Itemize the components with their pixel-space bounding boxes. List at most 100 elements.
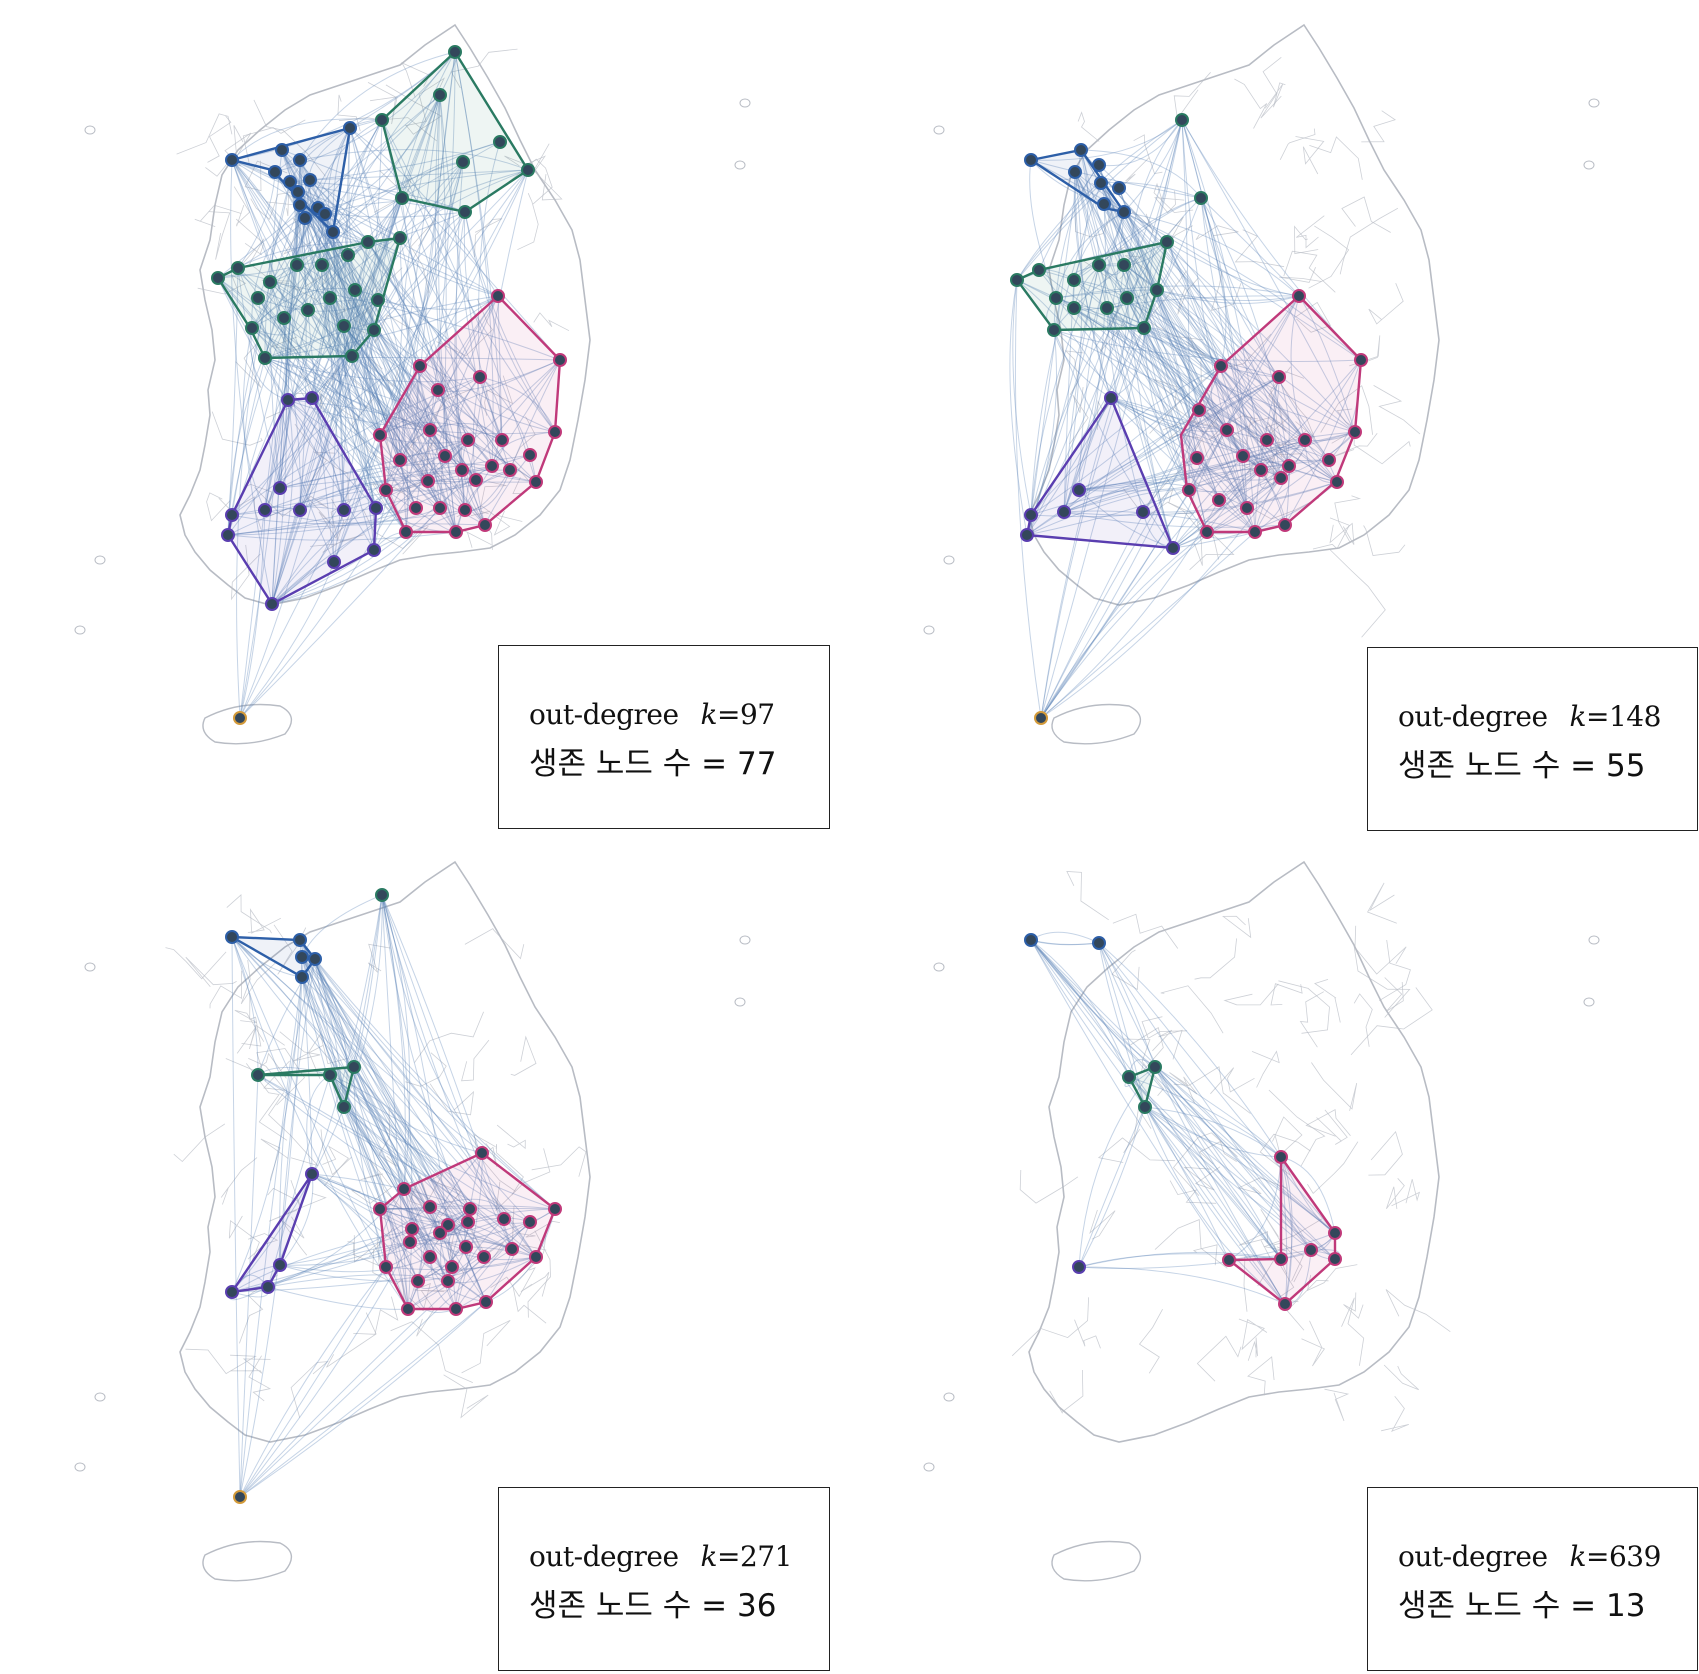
district-boundary [1305, 1109, 1351, 1137]
network-node [479, 1295, 493, 1309]
flow-edge [381, 119, 537, 483]
network-node [1097, 197, 1111, 211]
flow-edge [1078, 455, 1244, 491]
district-boundary [1223, 983, 1279, 1006]
flow-edge [267, 1274, 449, 1288]
flow-edge [1154, 1066, 1312, 1251]
district-boundary [1299, 991, 1324, 1048]
district-boundary [1119, 255, 1149, 300]
flow-edge [1040, 531, 1256, 719]
flow-edge [264, 295, 499, 359]
flow-edge [333, 161, 464, 563]
network-node [1274, 471, 1288, 485]
flow-edge [271, 94, 441, 605]
flow-edge [264, 181, 291, 359]
flow-edge [351, 197, 403, 357]
cluster-gangwon [375, 45, 535, 219]
flow-edge [324, 213, 401, 461]
district-boundary [1329, 522, 1355, 545]
flow-edge [1030, 159, 1362, 361]
flow-edge [1181, 119, 1262, 471]
network-node [273, 1258, 287, 1272]
network-node [393, 231, 407, 245]
flow-edge [227, 317, 285, 536]
network-node [347, 1060, 361, 1074]
district-boundary [165, 947, 227, 980]
cluster-seoul [1024, 143, 1131, 219]
flow-edge [231, 159, 353, 357]
district-boundary [1222, 915, 1252, 939]
flow-edge [373, 329, 556, 433]
network-node [221, 528, 235, 542]
flow-edge [1144, 1106, 1286, 1305]
metric-label: out-degree [1398, 700, 1548, 733]
flow-edge [1040, 465, 1290, 719]
flow-edge [271, 169, 529, 605]
district-boundary [1091, 157, 1150, 197]
panel-k271: out-degree k=271 생존 노드 수 = 36 [0, 837, 849, 1674]
flow-edge [472, 376, 486, 526]
flow-edge [264, 357, 345, 511]
flow-edge [1103, 203, 1262, 471]
network-node [1354, 353, 1368, 367]
flow-edge [1156, 289, 1282, 479]
district-boundary [228, 1215, 260, 1262]
flow-edge [257, 181, 291, 299]
cluster-yeongnam [1222, 1150, 1342, 1311]
flow-edge [1030, 939, 1286, 1305]
flow-edge [301, 956, 419, 1282]
network-node [441, 1218, 455, 1232]
flow-edge [264, 207, 319, 359]
flow-edge [283, 204, 301, 319]
network-node [369, 501, 383, 515]
district-boundary [360, 1173, 403, 1210]
flow-edge [1200, 197, 1290, 467]
flow-edge [1030, 939, 1312, 1251]
network-node [273, 481, 287, 495]
district-boundary [1363, 525, 1406, 556]
district-boundary [225, 1052, 287, 1079]
flow-edge [257, 1074, 469, 1223]
flow-edge [257, 297, 313, 399]
flow-edge [439, 94, 493, 467]
district-boundary [1296, 215, 1325, 249]
flow-edge [349, 127, 429, 482]
flow-edge [1110, 397, 1338, 483]
district-boundary [1237, 1177, 1288, 1195]
district-boundary [405, 77, 445, 127]
cluster-chungcheong [1122, 1060, 1162, 1114]
cluster-honam [221, 391, 383, 611]
flow-edge [299, 479, 429, 511]
district-boundary [185, 956, 237, 987]
flow-edge [239, 289, 356, 719]
cluster-yeongnam [373, 1146, 562, 1316]
flow-edge [1009, 279, 1028, 536]
flow-edge [279, 197, 403, 489]
network-node [1138, 1100, 1152, 1114]
district-boundary [1210, 1067, 1255, 1095]
flow-edge [1154, 1066, 1312, 1251]
network-node [461, 1215, 475, 1229]
flow-edge [314, 958, 409, 1310]
flow-edge [301, 976, 409, 1310]
metric-label: out-degree [1398, 1540, 1548, 1573]
flow-edge [454, 51, 494, 467]
flow-edge [347, 254, 466, 511]
network-node [449, 1302, 463, 1316]
flow-edge [1142, 481, 1338, 513]
island [94, 1392, 106, 1402]
district-boundary [1313, 979, 1341, 1023]
island [84, 125, 96, 135]
district-boundary [512, 416, 536, 486]
flow-edge [1030, 939, 1156, 1068]
district-boundary [1195, 225, 1239, 241]
flow-edge [311, 1173, 419, 1282]
network-node [258, 351, 272, 365]
network-node [318, 207, 332, 221]
flow-edge [1074, 171, 1200, 411]
island [1583, 997, 1595, 1007]
flow-edge [1172, 477, 1282, 549]
flow-edge [279, 297, 331, 489]
flow-edge [1143, 119, 1183, 329]
network-node [1057, 505, 1071, 519]
